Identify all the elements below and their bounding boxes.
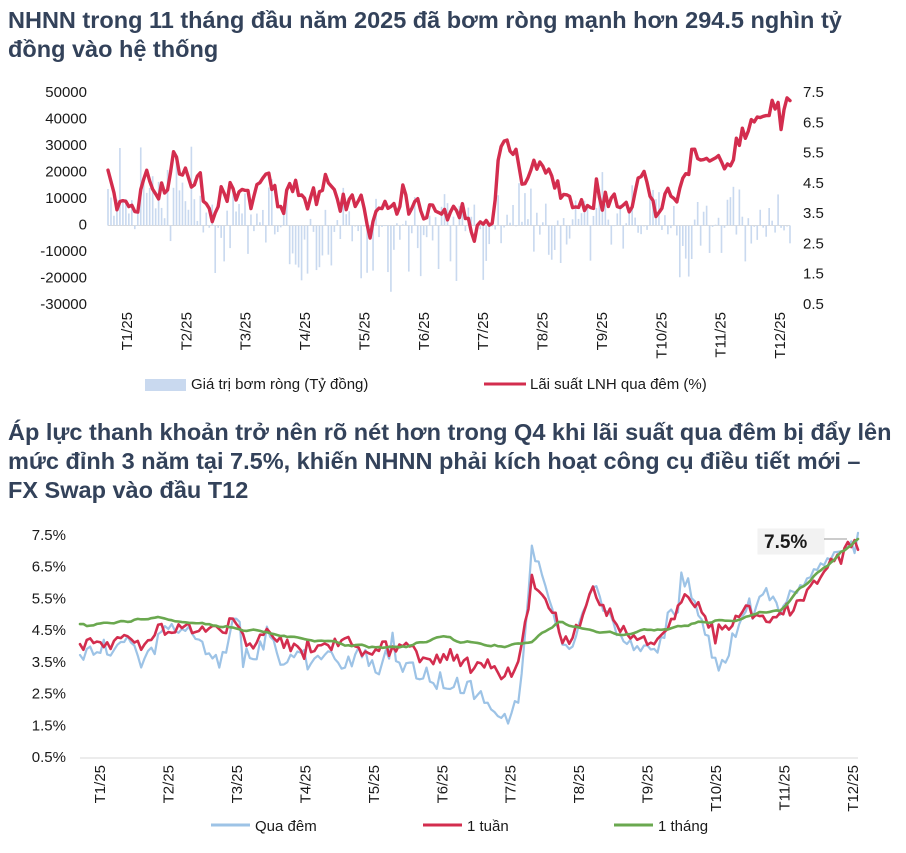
svg-text:4.5%: 4.5% xyxy=(32,622,66,639)
svg-text:T8/25: T8/25 xyxy=(571,765,588,803)
svg-text:0.5%: 0.5% xyxy=(32,749,66,766)
svg-text:5.5%: 5.5% xyxy=(32,590,66,607)
svg-text:T10/25: T10/25 xyxy=(708,765,725,812)
svg-text:T4/25: T4/25 xyxy=(297,765,314,803)
svg-text:7.5%: 7.5% xyxy=(32,527,66,544)
svg-text:T7/25: T7/25 xyxy=(503,765,520,803)
svg-text:3.5%: 3.5% xyxy=(32,654,66,671)
svg-text:T9/25: T9/25 xyxy=(640,765,657,803)
svg-text:1 tuần: 1 tuần xyxy=(467,818,509,835)
svg-text:1.5%: 1.5% xyxy=(32,717,66,734)
svg-text:6.5%: 6.5% xyxy=(32,559,66,576)
svg-text:7.5%: 7.5% xyxy=(764,532,807,553)
svg-text:T2/25: T2/25 xyxy=(161,765,178,803)
svg-text:T12/25: T12/25 xyxy=(845,765,862,812)
svg-text:T1/25: T1/25 xyxy=(92,765,109,803)
svg-text:2.5%: 2.5% xyxy=(32,686,66,703)
svg-text:T5/25: T5/25 xyxy=(366,765,383,803)
svg-text:T11/25: T11/25 xyxy=(777,765,794,811)
svg-text:1 tháng: 1 tháng xyxy=(658,818,708,835)
svg-text:T6/25: T6/25 xyxy=(434,765,451,803)
svg-text:Qua đêm: Qua đêm xyxy=(255,818,317,835)
svg-text:T3/25: T3/25 xyxy=(229,765,246,803)
